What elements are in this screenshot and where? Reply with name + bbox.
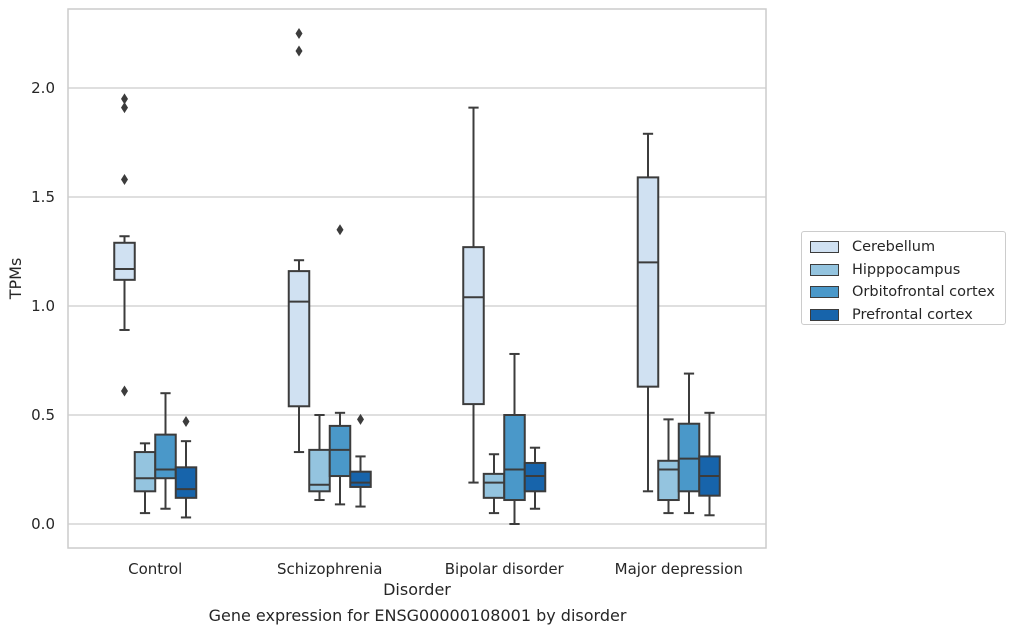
y-tick-label: 0.5 <box>31 406 55 424</box>
legend-label: Orbitofrontal cortex <box>852 284 995 301</box>
box-iqr <box>133 451 157 493</box>
box-orbitofrontal-cortex <box>503 352 526 525</box>
box-iqr <box>287 270 311 408</box>
legend-item: Cerebellum <box>810 236 997 259</box>
legend-swatch <box>810 286 839 299</box>
outlier-point <box>121 174 128 186</box>
legend-label: Prefrontal cortex <box>852 306 973 323</box>
box-iqr <box>636 176 660 388</box>
box-cerebellum <box>636 132 660 493</box>
box-iqr <box>523 461 547 493</box>
box-hipppocampus <box>133 442 157 515</box>
outlier-point <box>121 385 128 397</box>
y-tick-label: 1.0 <box>31 297 55 315</box>
outlier-point <box>336 224 344 236</box>
box-hipppocampus <box>482 453 506 515</box>
legend-swatch <box>810 308 839 321</box>
legend-label: Hipppocampus <box>852 261 961 278</box>
box-orbitofrontal-cortex <box>328 224 352 506</box>
y-tick-labels: 0.0 0.5 1.0 1.5 2.0 <box>31 79 55 533</box>
legend-label: Cerebellum <box>852 239 936 256</box>
outlier-point <box>295 45 303 57</box>
legend: Cerebellum Hipppocampus Orbitofrontal cort… <box>801 231 1006 325</box>
outlier-point <box>121 93 128 105</box>
box-prefrontal-cortex <box>349 413 372 508</box>
box-iqr <box>503 414 526 502</box>
legend-item: Prefrontal cortex <box>810 304 997 327</box>
box-cerebellum <box>113 93 136 397</box>
box-cerebellum <box>287 28 311 454</box>
box-orbitofrontal-cortex <box>154 392 177 510</box>
box-iqr <box>657 459 680 502</box>
legend-item: Orbitofrontal cortex <box>810 281 997 304</box>
box-iqr <box>113 241 136 281</box>
x-axis-label: Disorder <box>383 580 451 599</box>
x-tick-labels: Control Schizophrenia Bipolar disorder Majo… <box>128 560 743 578</box>
outlier-point <box>121 102 128 114</box>
x-tick-label: Bipolar disorder <box>445 560 565 578</box>
box-iqr <box>462 246 485 406</box>
box-prefrontal-cortex <box>523 446 547 510</box>
plot-frame <box>67 8 767 549</box>
box-hipppocampus <box>657 418 680 515</box>
box-cerebellum <box>462 106 485 484</box>
y-tick-label: 1.5 <box>31 188 55 206</box>
box-iqr <box>482 472 506 499</box>
legend-swatch <box>810 263 839 276</box>
box-iqr <box>349 470 372 488</box>
box-hipppocampus <box>308 414 331 502</box>
box-orbitofrontal-cortex <box>677 372 701 515</box>
y-tick-label: 0.0 <box>31 515 55 533</box>
x-tick-label: Schizophrenia <box>277 560 382 578</box>
outlier-point <box>357 413 364 425</box>
y-axis-label: TPMs <box>6 258 25 301</box>
y-tick-label: 2.0 <box>31 79 55 97</box>
box-prefrontal-cortex <box>174 416 198 519</box>
x-tick-label: Control <box>128 560 182 578</box>
box-iqr <box>174 466 198 499</box>
x-tick-label: Major depression <box>615 560 743 578</box>
box-iqr <box>328 424 352 478</box>
chart-caption: Gene expression for ENSG00000108001 by d… <box>208 606 627 625</box>
legend-swatch <box>810 241 839 254</box>
outlier-point <box>182 416 190 428</box>
outlier-point <box>295 28 303 39</box>
box-iqr <box>154 433 177 480</box>
box-prefrontal-cortex <box>698 411 721 517</box>
legend-item: Hipppocampus <box>810 259 997 282</box>
box-iqr <box>677 422 701 493</box>
box-groups <box>113 28 721 525</box>
